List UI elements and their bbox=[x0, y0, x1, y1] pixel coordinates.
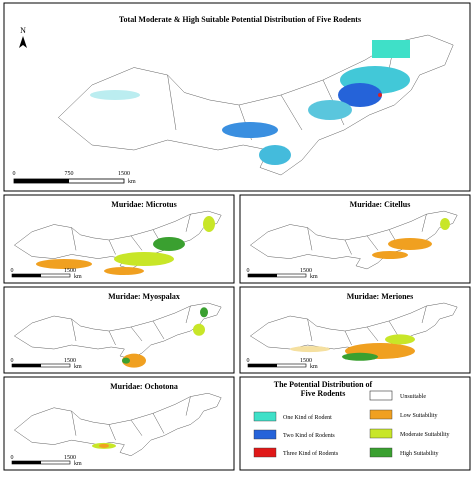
scale-bar bbox=[12, 274, 41, 277]
main-panel: Total Moderate & High Suitable Potential… bbox=[3, 2, 471, 192]
suitability-patch bbox=[193, 323, 205, 336]
legend-label: Unsuitable bbox=[400, 394, 426, 400]
panel-title: Muridae: Ochotona bbox=[110, 382, 178, 391]
suitability-patch bbox=[388, 238, 432, 250]
scale-unit: km bbox=[74, 274, 82, 280]
scale-label: 0 bbox=[11, 358, 14, 364]
scale-label: 1500 bbox=[118, 171, 130, 177]
panel-title: Muridae: Meriones bbox=[347, 292, 413, 301]
legend-label: One Kind of Rodent bbox=[283, 414, 332, 421]
scale-label: 0 bbox=[13, 171, 16, 177]
scale-unit: km bbox=[74, 461, 82, 467]
suitability-patch bbox=[372, 251, 408, 259]
suitability-patch bbox=[104, 267, 144, 275]
scale-bar bbox=[248, 364, 277, 367]
legend-label: High Suitability bbox=[400, 451, 439, 457]
scale-label: 0 bbox=[247, 358, 250, 364]
scale-label: 1500 bbox=[300, 358, 312, 364]
main-title: Total Moderate & High Suitable Potential… bbox=[119, 15, 361, 24]
north-arrow bbox=[19, 36, 27, 48]
panel-title: Muridae: Myospalax bbox=[108, 292, 180, 301]
suitability-patch bbox=[440, 218, 450, 230]
scale-unit: km bbox=[128, 179, 136, 185]
scale-bar bbox=[12, 461, 41, 464]
scale-label: 0 bbox=[11, 268, 14, 274]
scale-bar bbox=[248, 274, 277, 277]
scale-label: 750 bbox=[65, 171, 74, 177]
suitability-patch bbox=[153, 237, 185, 251]
scale-label: 1500 bbox=[300, 268, 312, 274]
scale-label: 0 bbox=[247, 268, 250, 274]
legend-label: Low Suitability bbox=[400, 413, 438, 419]
scale-label: 1500 bbox=[64, 268, 76, 274]
suitability-patch bbox=[203, 216, 215, 232]
panel-title: Muridae: Microtus bbox=[111, 200, 176, 209]
legend-title: The Potential Distribution of bbox=[274, 380, 373, 389]
suitability-patch bbox=[122, 357, 130, 364]
panel-frame bbox=[239, 194, 471, 284]
legend-label: Three Kind of Rodents bbox=[283, 450, 339, 457]
suitability-patch bbox=[200, 307, 208, 318]
legend-title: Five Rodents bbox=[301, 389, 346, 398]
suitability-patch bbox=[114, 252, 174, 266]
legend-label: Two Kind of Rodents bbox=[283, 432, 335, 439]
scale-label: 1500 bbox=[64, 455, 76, 461]
scale-unit: km bbox=[310, 274, 318, 280]
suitability-patch bbox=[122, 353, 146, 368]
suitability-patch bbox=[99, 443, 109, 448]
panel-title: Muridae: Citellus bbox=[350, 200, 411, 209]
scale-bar bbox=[12, 364, 41, 367]
suitability-patch bbox=[385, 334, 415, 345]
panel-frame bbox=[3, 376, 235, 471]
scale-label: 1500 bbox=[64, 358, 76, 364]
legend: The Potential Distribution of Five Roden… bbox=[239, 376, 471, 471]
scale-unit: km bbox=[310, 364, 318, 370]
suitability-patches bbox=[90, 40, 410, 165]
suitability-patch bbox=[36, 259, 92, 269]
legend-label: Moderate Suitability bbox=[400, 432, 450, 438]
suitability-patch bbox=[342, 352, 378, 361]
suitability-patch bbox=[290, 346, 330, 353]
scale-unit: km bbox=[74, 364, 82, 370]
north-label: N bbox=[20, 26, 26, 35]
scale-label: 0 bbox=[11, 455, 14, 461]
